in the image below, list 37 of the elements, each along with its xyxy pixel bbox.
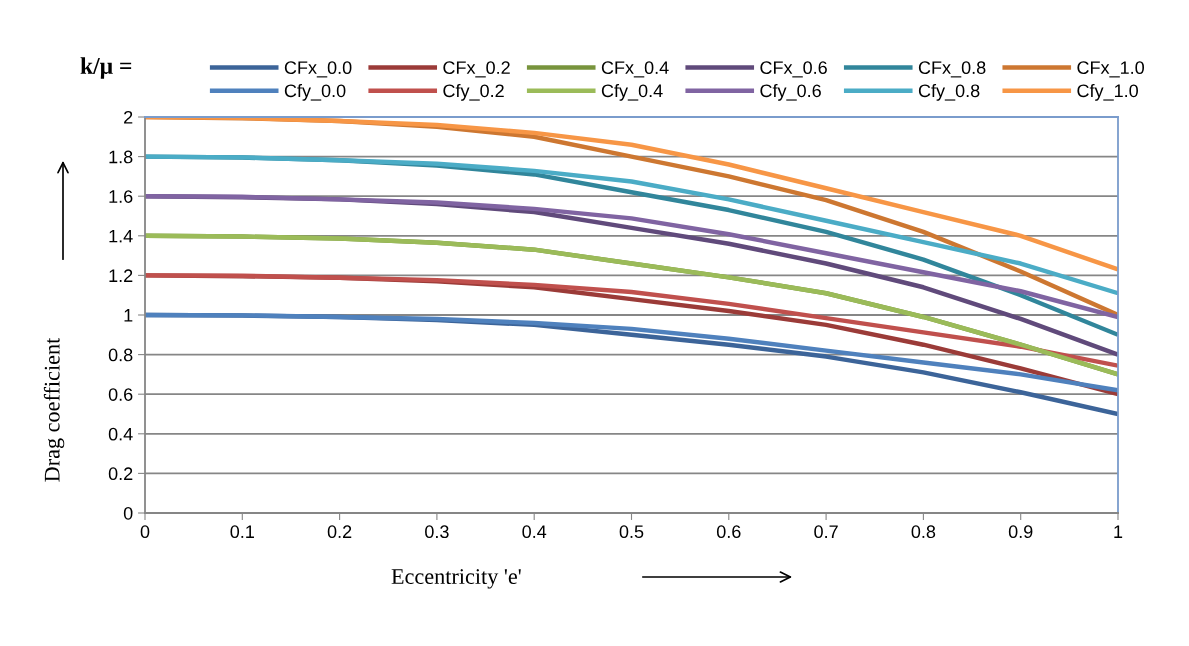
legend-title: k/μ = [80,57,132,79]
y-tick-label: 1.6 [109,190,133,203]
legend-label: CFx_0.8 [918,61,986,78]
legend-label: Cfy_0.0 [284,83,346,101]
x-tick-label: 0.5 [619,525,644,539]
y-tick-label: 0.8 [108,348,133,362]
x-tick-label: 0.2 [327,525,352,539]
y-axis-title: Drag coefficient [43,337,65,482]
x-tick-label: 0.3 [425,525,449,539]
legend-label: CFx_0.4 [601,61,669,78]
y-tick-label: 1.8 [109,150,133,164]
x-tick-label: 1 [1114,525,1123,538]
x-tick-label: 0.6 [716,525,741,539]
x-tick-label: 0.4 [522,525,547,539]
x-tick-label: 0.8 [911,525,936,539]
legend-label: Cfy_0.6 [760,83,821,101]
y-tick-label: 0 [123,506,133,520]
y-tick-label: 1.2 [109,269,133,282]
legend-label: CFx_0.2 [443,61,510,78]
legend-label: CFx_0.6 [760,61,827,78]
y-tick-label: 0.6 [108,388,133,401]
y-tick-label: 0.2 [108,467,133,481]
legend-label: CFx_1.0 [1077,61,1145,78]
y-tick-label: 1 [124,309,133,322]
legend-label: Cfy_1.0 [1077,83,1138,101]
legend-label: Cfy_0.2 [443,83,504,101]
x-tick-label: 0.1 [230,525,254,539]
y-tick-label: 1.4 [109,229,133,243]
x-tick-label: 0.9 [1008,525,1033,539]
x-axis-title: Eccentricity 'e' [391,569,521,589]
y-tick-label: 0.4 [108,427,133,441]
legend-label: Cfy_0.8 [918,83,980,101]
x-tick-label: 0 [140,525,150,539]
legend-label: Cfy_0.4 [601,83,663,101]
y-tick-label: 2 [124,110,133,124]
legend-label: CFx_0.0 [284,61,352,78]
x-tick-label: 0.7 [814,525,838,539]
